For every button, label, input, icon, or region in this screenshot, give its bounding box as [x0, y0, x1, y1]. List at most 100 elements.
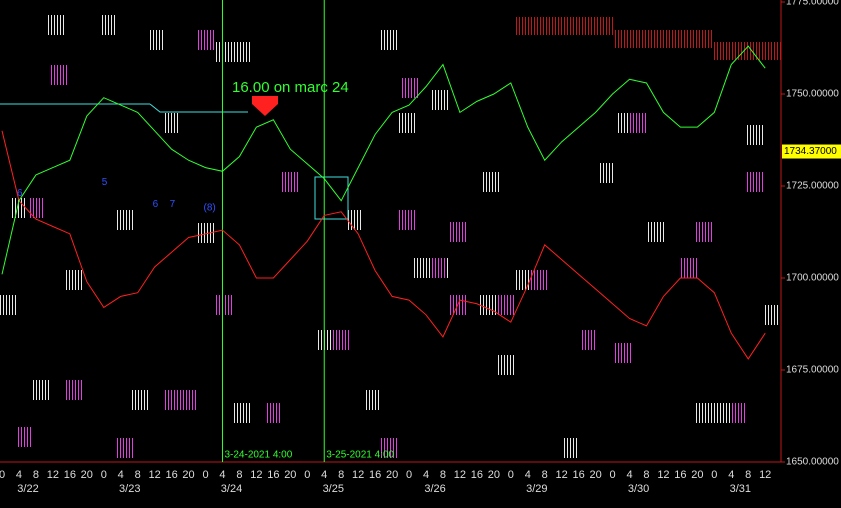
profile-block	[763, 305, 780, 325]
x-tick-label: 0	[609, 469, 615, 481]
y-tick-label: 1650.00000	[786, 457, 839, 468]
x-tick-label: 8	[440, 469, 446, 481]
axes	[0, 0, 782, 463]
profile-block	[32, 380, 49, 400]
profile-block	[233, 403, 250, 423]
x-tick-label: 20	[284, 469, 296, 481]
x-tick-label: 0	[0, 469, 5, 481]
profile-block	[614, 30, 714, 48]
x-tick-label: 20	[182, 469, 194, 481]
profile-block	[713, 42, 781, 60]
price-line	[1, 45, 766, 275]
x-tick-label: 0	[508, 469, 514, 481]
profile-block	[562, 438, 579, 458]
x-tick-label: 8	[643, 469, 649, 481]
x-tick-label: 12	[556, 469, 568, 481]
x-tick-label: 0	[101, 469, 107, 481]
x-tick-label: 0	[406, 469, 412, 481]
profile-block	[148, 30, 165, 50]
y-tick-label: 1775.00000	[786, 0, 839, 8]
time-label: 3-24-2021 4:00	[224, 450, 292, 461]
profile-block	[498, 355, 515, 375]
y-tick-label: 1675.00000	[786, 365, 839, 376]
profile-block	[16, 427, 33, 447]
profile-block	[480, 295, 497, 315]
profile-block	[746, 172, 763, 192]
profile-block	[215, 295, 232, 315]
profile-block	[730, 403, 747, 423]
x-tick-label: 0	[202, 469, 208, 481]
x-tick-label: 16	[674, 469, 686, 481]
y-tick-label: 1700.00000	[786, 273, 839, 284]
profile-block	[450, 295, 467, 315]
profile-block	[47, 15, 64, 35]
x-tick-label: 12	[149, 469, 161, 481]
x-tick-label: 8	[542, 469, 548, 481]
x-tick-label: 0	[711, 469, 717, 481]
profile-block	[647, 222, 664, 242]
profile-block	[498, 295, 515, 315]
x-tick-label: 8	[338, 469, 344, 481]
profile-block	[164, 390, 181, 410]
profile-block	[380, 30, 397, 50]
profile-block	[28, 198, 45, 218]
price-line	[1, 130, 766, 360]
profile-block	[197, 30, 214, 50]
x-tick-label: 20	[589, 469, 601, 481]
wave-label: 7	[170, 199, 176, 210]
down-arrow	[252, 96, 278, 116]
x-tick-label: 4	[321, 469, 327, 481]
x-tick-label: 12	[454, 469, 466, 481]
profile-block	[282, 172, 299, 192]
profile-block	[430, 258, 447, 278]
profile-block	[50, 65, 67, 85]
profile-block	[514, 270, 531, 290]
price-box	[782, 144, 841, 159]
profile-block	[630, 113, 647, 133]
profile-block	[332, 330, 349, 350]
x-tick-label: 8	[33, 469, 39, 481]
profile-block	[398, 210, 415, 230]
profile-block	[380, 438, 397, 458]
cyan-box	[314, 176, 349, 220]
profile-block	[233, 42, 250, 62]
x-tick-label: 16	[64, 469, 76, 481]
profile-block	[163, 113, 180, 133]
date-label: 3/26	[424, 483, 445, 495]
profile-block	[746, 125, 763, 145]
x-tick-label: 4	[16, 469, 22, 481]
cyan-level	[149, 103, 248, 113]
profile-block	[413, 258, 430, 278]
profile-block	[514, 17, 614, 35]
x-tick-label: 0	[304, 469, 310, 481]
x-tick-label: 8	[745, 469, 751, 481]
profile-block	[482, 172, 499, 192]
x-tick-label: 12	[352, 469, 364, 481]
profile-block	[10, 198, 27, 218]
x-tick-label: 16	[471, 469, 483, 481]
wave-label: 6	[153, 199, 159, 210]
profile-block	[695, 403, 712, 423]
time-label: 3-25-2021 4:00	[326, 450, 394, 461]
profile-block	[401, 78, 418, 98]
profile-block	[598, 163, 615, 183]
profile-block	[181, 390, 198, 410]
x-tick-label: 8	[135, 469, 141, 481]
profile-block	[432, 90, 449, 110]
wave-label: 6	[17, 188, 23, 199]
wave-label: 5	[102, 177, 108, 188]
x-tick-label: 4	[118, 469, 124, 481]
profile-blocks	[0, 15, 781, 458]
date-label: 3/22	[17, 483, 38, 495]
x-tick-label: 20	[81, 469, 93, 481]
x-tick-label: 4	[219, 469, 225, 481]
profile-block	[713, 403, 730, 423]
x-tick-label: 16	[267, 469, 279, 481]
price-label: 1734.37000	[784, 146, 837, 157]
date-label: 3/24	[221, 483, 242, 495]
x-tick-label: 12	[657, 469, 669, 481]
x-tick-label: 12	[47, 469, 59, 481]
profile-block	[116, 210, 133, 230]
date-label: 3/29	[526, 483, 547, 495]
